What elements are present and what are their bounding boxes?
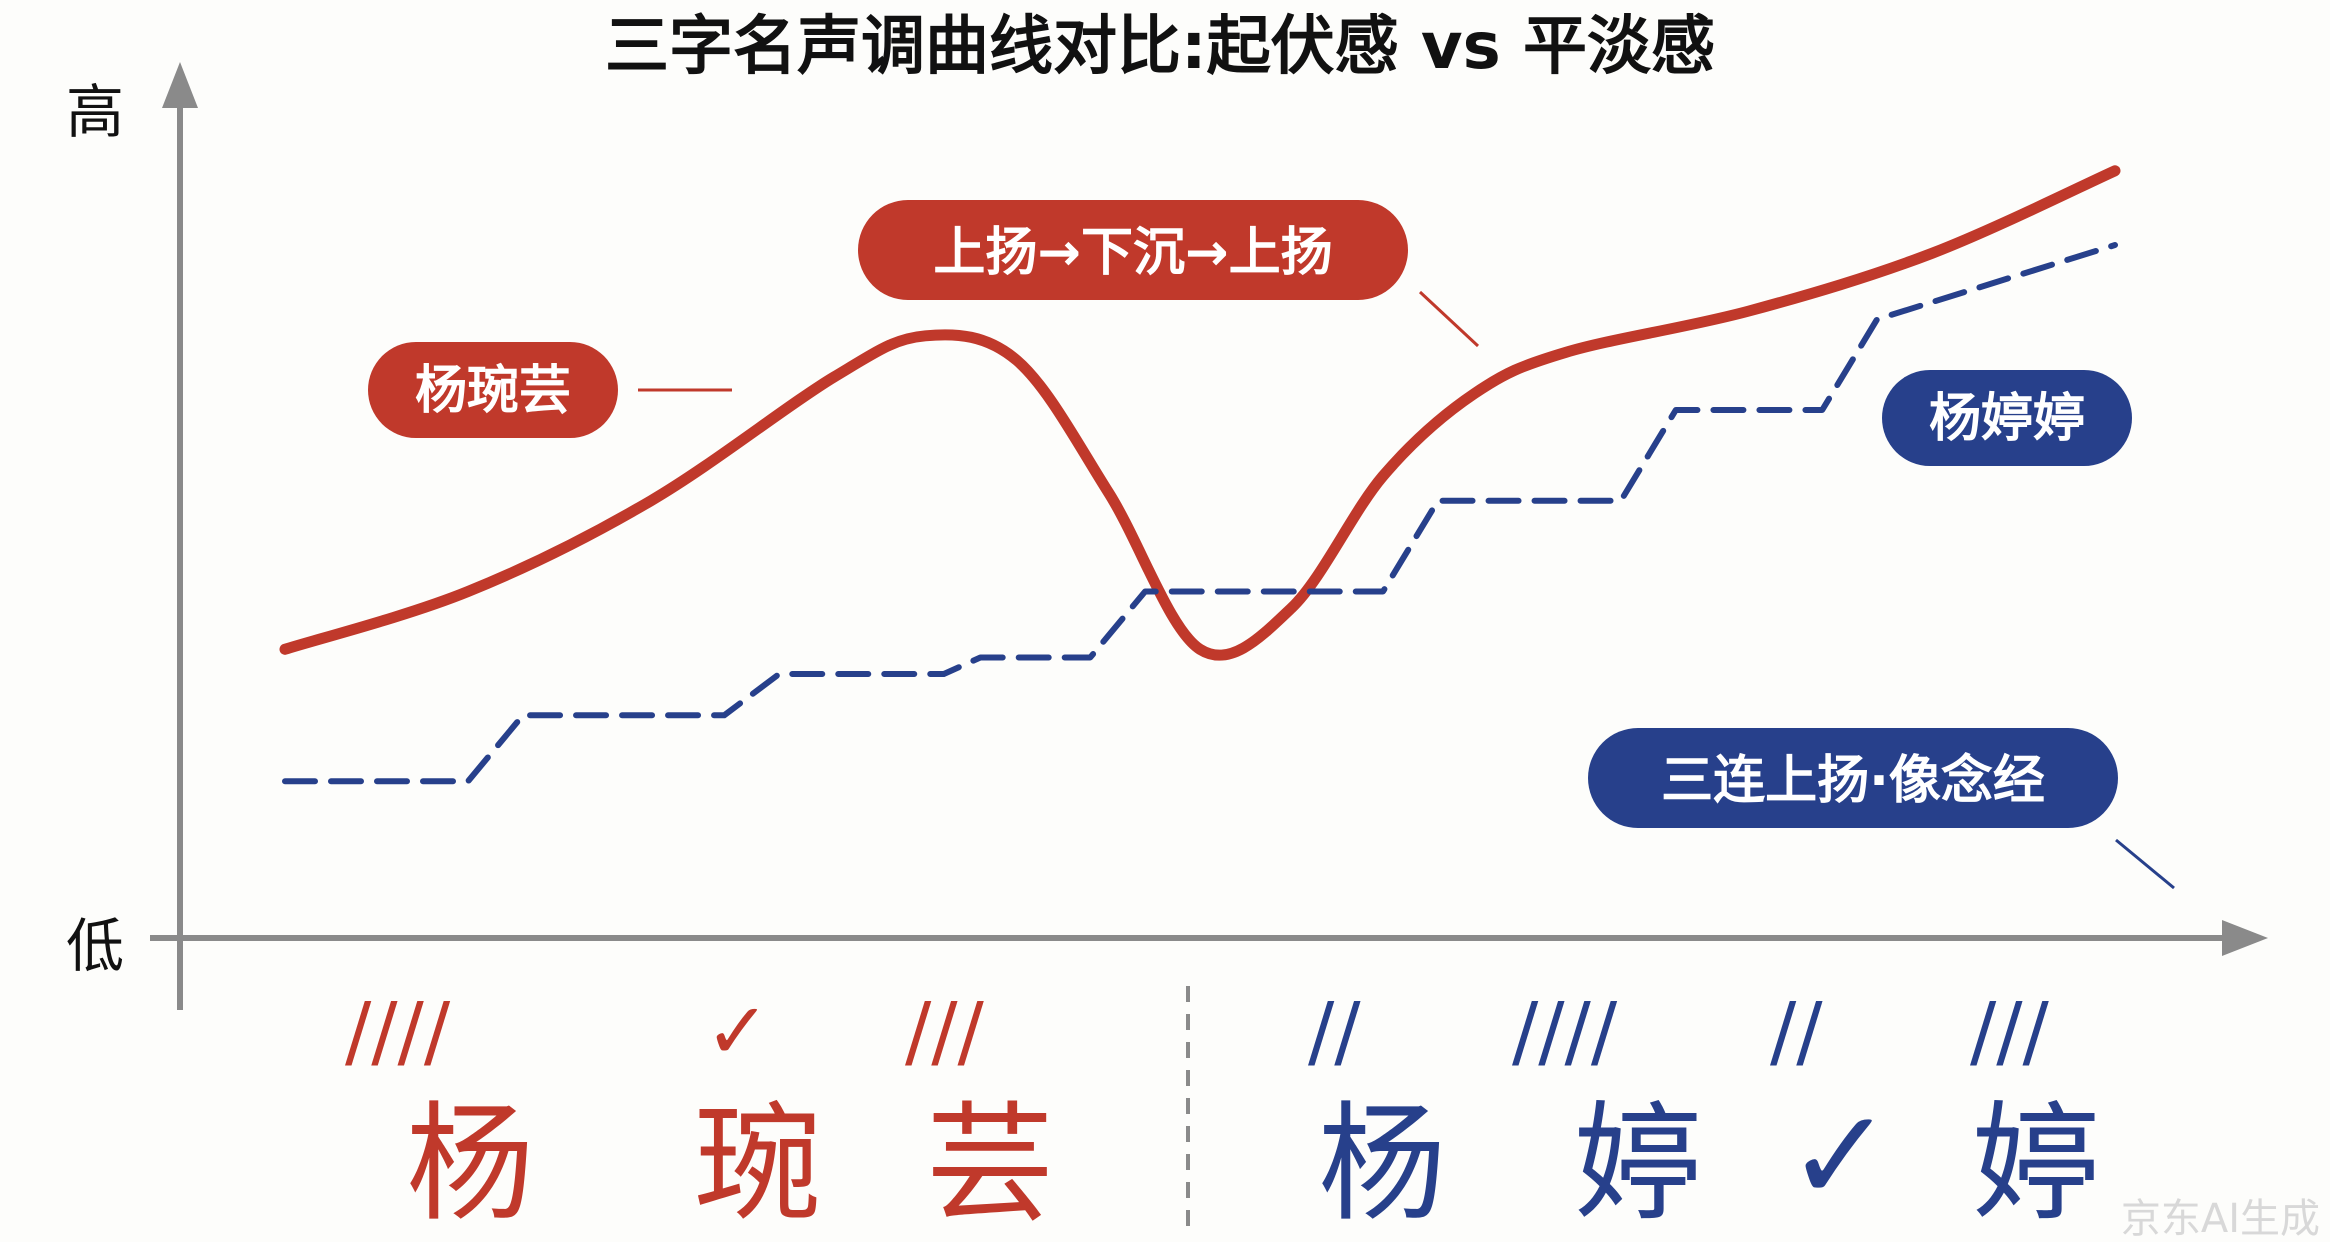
chart-title: 三字名声调曲线对比:起伏感 vs 平淡感: [605, 10, 1715, 84]
blue-pattern-leader: [2115, 838, 2175, 890]
tone-mark-red-2: ✓: [705, 987, 770, 1077]
red-pattern-label: 上扬→下沉→上扬: [933, 223, 1332, 283]
name-red-char-3: 芸: [926, 1090, 1054, 1239]
x-axis-arrow: [2222, 920, 2268, 956]
red-pattern-leader: [1418, 290, 1480, 348]
y-axis-arrow: [162, 62, 198, 108]
series-line-red: [279, 165, 2121, 661]
blue-pattern-label: 三连上扬·像念经: [1661, 751, 2045, 811]
red-name-pill: 杨琬芸: [368, 342, 618, 438]
series-line-blue: [282, 242, 2118, 785]
tone-mark-blue-4: ///: [1970, 987, 2050, 1077]
name-red-char-2: 琬: [694, 1090, 822, 1239]
name-blue-char-3: ✓: [1786, 1082, 1893, 1231]
red-pattern-pill: 上扬→下沉→上扬: [858, 200, 1408, 300]
y-axis-high-label: 高: [66, 78, 124, 146]
tone-mark-red-1: ////: [345, 987, 451, 1077]
red-name-label: 杨琬芸: [415, 361, 571, 421]
tone-mark-blue-1: //: [1308, 987, 1361, 1077]
series-layer: [279, 165, 2121, 785]
tone-marks-red: //// ✓ ///: [345, 987, 985, 1077]
y-axis-low-label: 低: [66, 912, 124, 980]
tone-mark-red-3: ///: [905, 987, 985, 1077]
blue-pattern-pill: 三连上扬·像念经: [1588, 728, 2118, 828]
name-blue-char-4: 婷: [1972, 1090, 2100, 1239]
blue-name-pill: 杨婷婷: [1882, 370, 2132, 466]
name-blue-char-2: 婷: [1574, 1090, 1702, 1239]
name-blue-chars: 杨 婷 ✓ 婷: [1318, 1082, 2100, 1239]
axes: 高 低: [66, 62, 2268, 1010]
tone-mark-blue-2: ////: [1512, 987, 1618, 1077]
tone-marks-blue: // //// // ///: [1308, 987, 2050, 1077]
name-red-char-1: 杨: [406, 1090, 534, 1239]
name-red-chars: 杨 琬 芸: [406, 1090, 1054, 1239]
tone-mark-blue-3: //: [1770, 987, 1823, 1077]
name-blue-char-1: 杨: [1318, 1090, 1446, 1239]
blue-name-label: 杨婷婷: [1929, 389, 2085, 449]
watermark: 京东AI生成: [2121, 1196, 2320, 1242]
